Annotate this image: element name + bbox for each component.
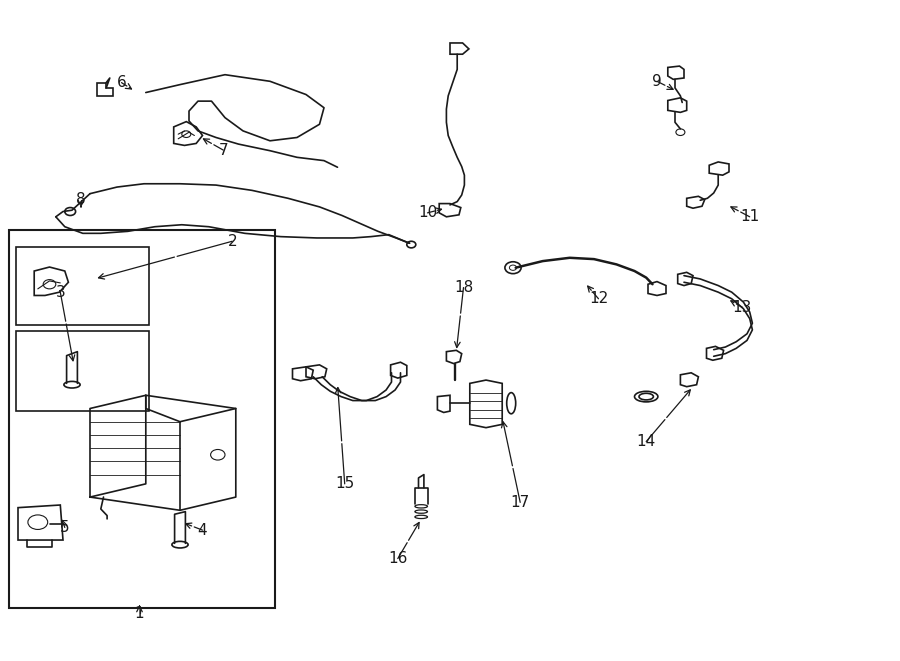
Text: 14: 14 xyxy=(636,434,656,449)
Text: 3: 3 xyxy=(56,285,65,299)
Text: 7: 7 xyxy=(219,143,228,157)
Text: 10: 10 xyxy=(418,206,437,220)
Text: 18: 18 xyxy=(454,280,473,295)
Text: 4: 4 xyxy=(198,523,207,537)
Text: 15: 15 xyxy=(335,477,355,491)
Text: 1: 1 xyxy=(135,606,144,621)
Text: 9: 9 xyxy=(652,74,662,89)
Text: 11: 11 xyxy=(740,210,760,224)
Text: 6: 6 xyxy=(117,75,126,90)
Text: 16: 16 xyxy=(388,551,408,566)
Text: 2: 2 xyxy=(228,234,237,249)
Text: 8: 8 xyxy=(76,192,86,207)
Text: 12: 12 xyxy=(589,292,608,306)
Text: 13: 13 xyxy=(733,300,752,315)
Text: 5: 5 xyxy=(60,520,69,535)
Text: 17: 17 xyxy=(510,495,530,510)
